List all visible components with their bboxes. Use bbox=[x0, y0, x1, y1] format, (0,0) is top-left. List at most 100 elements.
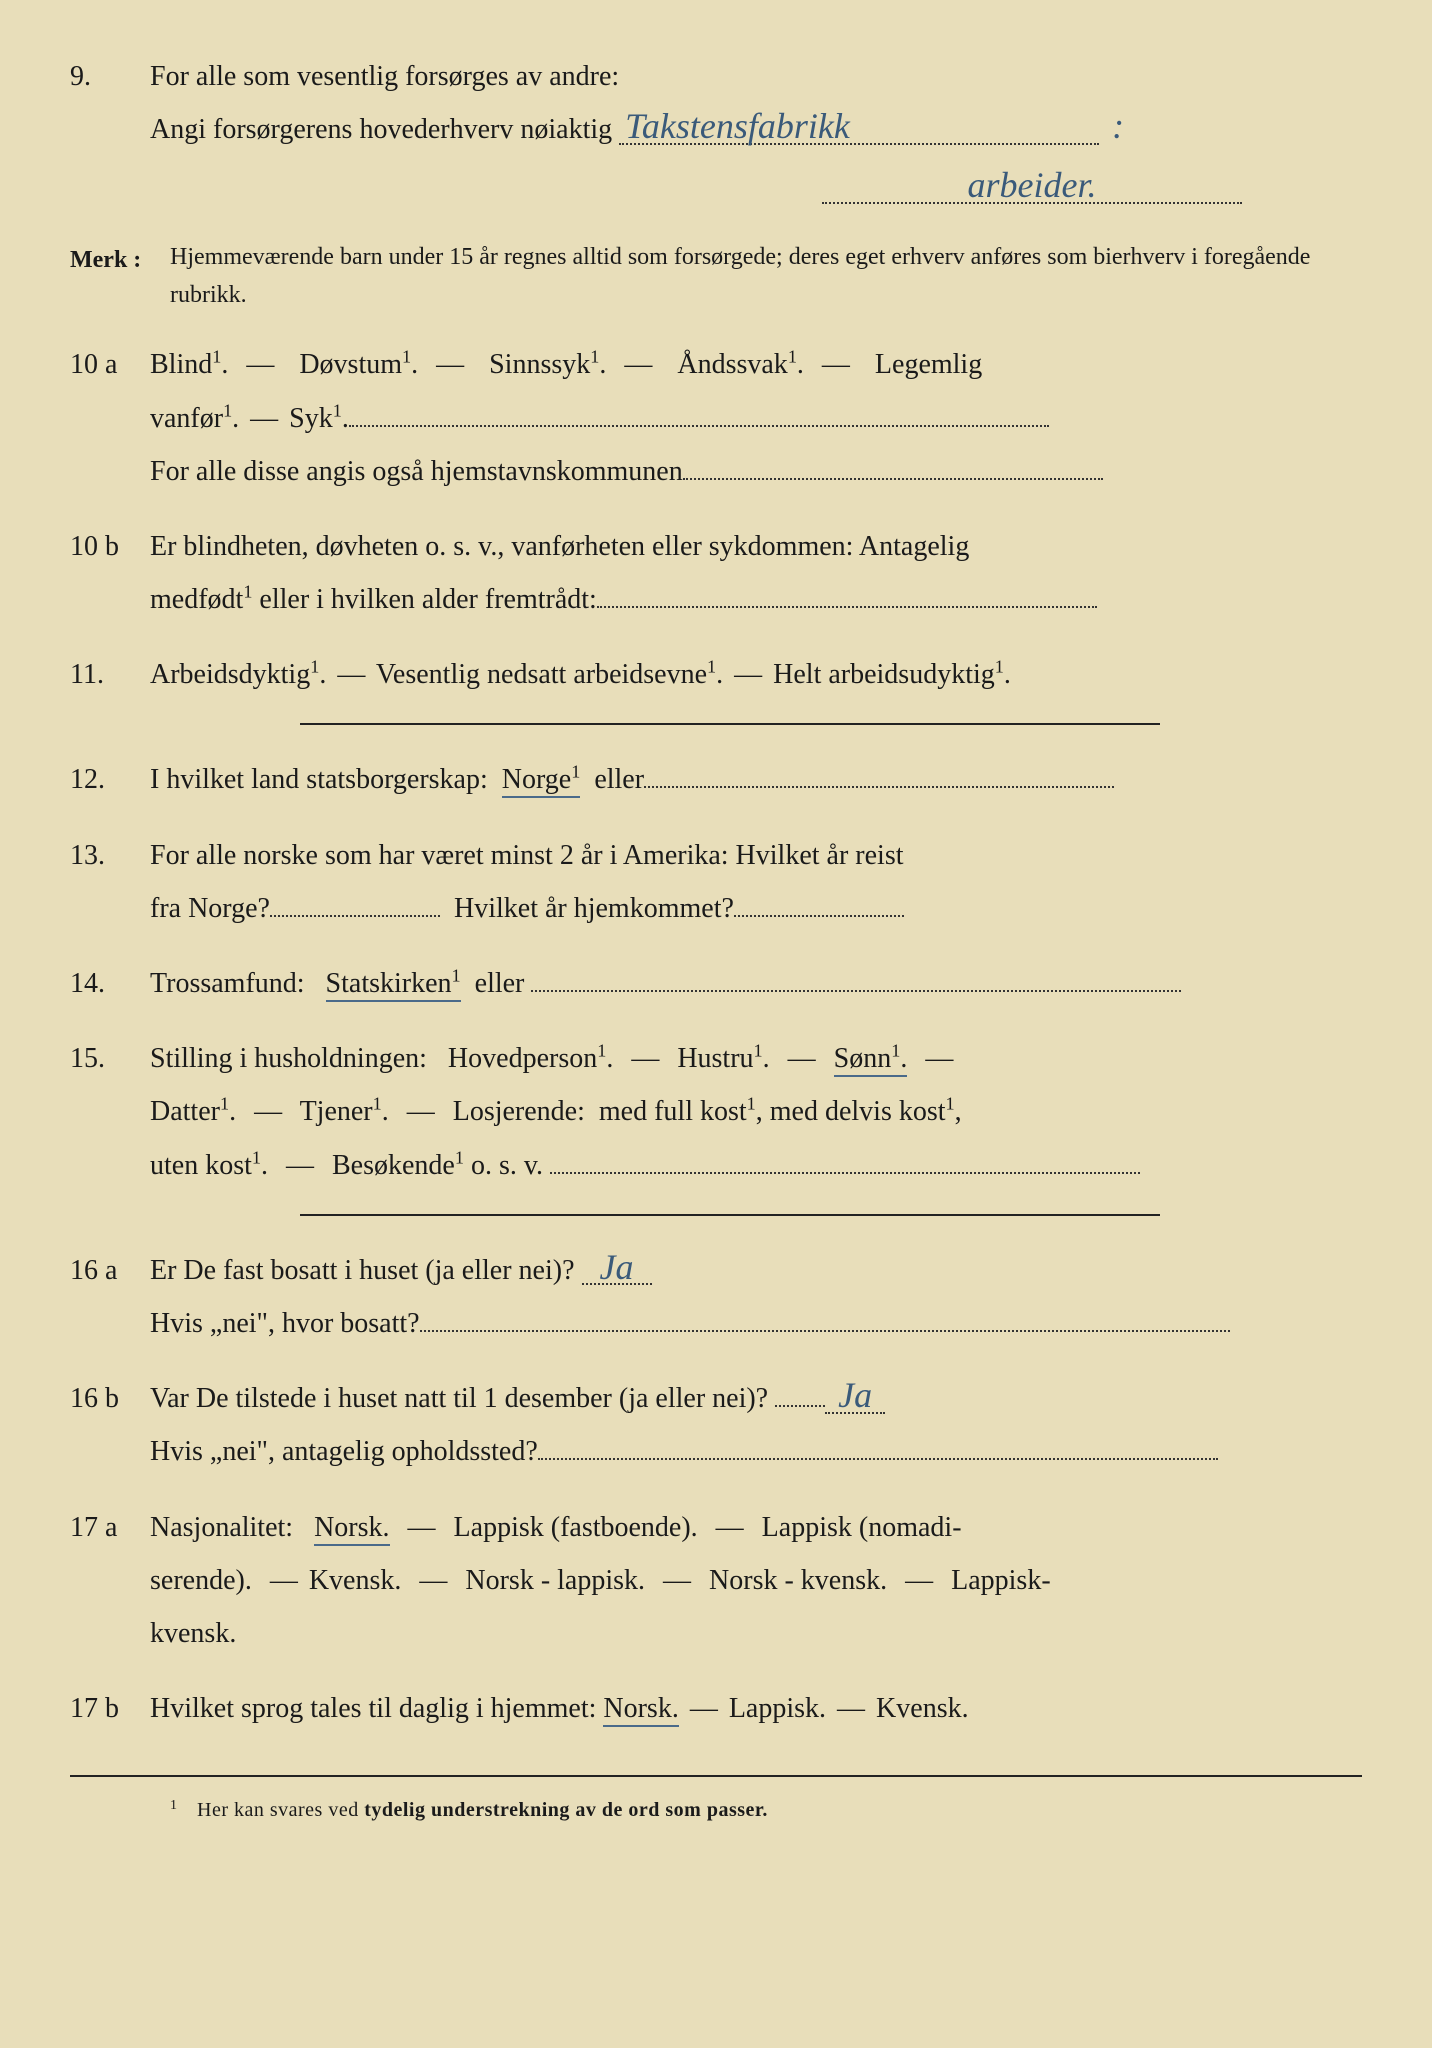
sup: 1 bbox=[252, 1147, 261, 1167]
sup: 1 bbox=[243, 582, 252, 602]
q16b-line1: Var De tilstede i huset natt til 1 desem… bbox=[150, 1372, 1362, 1425]
q17b-o1-underlined: Norsk. bbox=[603, 1693, 678, 1727]
q13-line1: For alle norske som har været minst 2 år… bbox=[150, 829, 1362, 882]
q10a-line2: vanfør1. — Syk1. bbox=[150, 392, 1362, 445]
q15-opt5: Tjener bbox=[300, 1096, 373, 1127]
dash: — bbox=[286, 1150, 314, 1181]
q17a-o7: Lappisk- bbox=[951, 1565, 1051, 1596]
q14-text: Trossamfund: bbox=[150, 968, 305, 999]
q16a-text: Er De fast bosatt i huset (ja eller nei)… bbox=[150, 1255, 575, 1286]
q13-fra: fra Norge? bbox=[150, 893, 270, 924]
q17a-line1: Nasjonalitet: Norsk. — Lappisk (fastboen… bbox=[150, 1501, 1362, 1554]
q13-hjem: Hvilket år hjemkommet? bbox=[454, 893, 734, 924]
q10a-opt1: Blind bbox=[150, 349, 212, 380]
q10a-vanfor: vanfør bbox=[150, 403, 223, 434]
dash: — bbox=[408, 1512, 436, 1543]
q16b-line2-text: Hvis „nei", antagelig opholdssted? bbox=[150, 1436, 538, 1467]
q16a-line1: Er De fast bosatt i huset (ja eller nei)… bbox=[150, 1244, 1362, 1297]
q15-osv: o. s. v. bbox=[471, 1150, 543, 1181]
q16b-number: 16 b bbox=[70, 1372, 150, 1478]
question-9: 9. For alle som vesentlig forsørges av a… bbox=[70, 50, 1362, 216]
q15-opt3: Sønn bbox=[834, 1043, 892, 1074]
merk-text: Hjemmeværende barn under 15 år regnes al… bbox=[170, 238, 1362, 315]
q17a-o1-underlined: Norsk. bbox=[314, 1512, 389, 1546]
q12-opt: Norge bbox=[502, 764, 571, 795]
fill bbox=[420, 1330, 1230, 1332]
q10a-content: Blind1. — Døvstum1. — Sinnssyk1. — Åndss… bbox=[150, 338, 1362, 498]
fill bbox=[683, 478, 1103, 480]
q15-text: Stilling i husholdningen: bbox=[150, 1043, 427, 1074]
sup: 1 bbox=[946, 1094, 955, 1114]
q15-opt6: Besøkende bbox=[332, 1150, 455, 1181]
dash: — bbox=[905, 1565, 933, 1596]
question-11: 11. Arbeidsdyktig1. — Vesentlig nedsatt … bbox=[70, 648, 1362, 701]
q10a-opt4: Åndssvak bbox=[677, 349, 787, 380]
sup: 1 bbox=[747, 1094, 756, 1114]
q17a-o3: Lappisk (nomadi- bbox=[762, 1512, 962, 1543]
q9-handwritten-1: Takstensfabrikk bbox=[619, 110, 1099, 144]
q10a-line3-text: For alle disse angis også hjemstavnskomm… bbox=[150, 456, 683, 487]
dash: — bbox=[250, 403, 278, 434]
section-divider-1 bbox=[300, 723, 1160, 725]
q13-content: For alle norske som har været minst 2 år… bbox=[150, 829, 1362, 935]
q15-opt4: Datter bbox=[150, 1096, 220, 1127]
q14-number: 14. bbox=[70, 957, 150, 1010]
merk-note: Merk : Hjemmeværende barn under 15 år re… bbox=[70, 238, 1362, 315]
q15-line1: Stilling i husholdningen: Hovedperson1. … bbox=[150, 1032, 1362, 1085]
q15-k1: med full kost bbox=[599, 1096, 747, 1127]
q16b-text: Var De tilstede i huset natt til 1 desem… bbox=[150, 1383, 768, 1414]
q17b-o2: Lappisk. bbox=[729, 1693, 826, 1724]
question-17b: 17 b Hvilket sprog tales til daglig i hj… bbox=[70, 1682, 1362, 1735]
fill bbox=[531, 990, 1181, 992]
q10b-content: Er blindheten, døvheten o. s. v., vanfør… bbox=[150, 520, 1362, 626]
q17b-text: Hvilket sprog tales til daglig i hjemmet… bbox=[150, 1693, 596, 1724]
dash: — bbox=[788, 1043, 816, 1074]
q12-opt-underlined: Norge1 bbox=[502, 764, 581, 798]
sup: 1 bbox=[455, 1147, 464, 1167]
sup: 1 bbox=[597, 1041, 606, 1061]
q17a-o6: Norsk - kvensk. bbox=[709, 1565, 887, 1596]
q9-line1: For alle som vesentlig forsørges av andr… bbox=[150, 50, 1362, 103]
q17b-number: 17 b bbox=[70, 1682, 150, 1735]
q14-opt-underlined: Statskirken1 bbox=[326, 968, 461, 1002]
q17b-content: Hvilket sprog tales til daglig i hjemmet… bbox=[150, 1682, 1362, 1735]
dash: — bbox=[337, 659, 365, 690]
fill bbox=[550, 1172, 1140, 1174]
q15-opt2: Hustru bbox=[677, 1043, 753, 1074]
q9-content: For alle som vesentlig forsørges av andr… bbox=[150, 50, 1362, 216]
dash: — bbox=[419, 1565, 447, 1596]
q16a-line2: Hvis „nei", hvor bosatt? bbox=[150, 1297, 1362, 1350]
q10a-line1: Blind1. — Døvstum1. — Sinnssyk1. — Åndss… bbox=[150, 338, 1362, 391]
q15-line2: Datter1. — Tjener1. — Losjerende: med fu… bbox=[150, 1085, 1362, 1138]
sup: 1 bbox=[590, 347, 599, 367]
q10b-medfodt: medfødt bbox=[150, 584, 243, 615]
fill bbox=[734, 915, 904, 917]
q12-or: eller bbox=[594, 764, 644, 795]
q17a-line3: kvensk. bbox=[150, 1607, 1362, 1660]
q10b-rest: eller i hvilken alder fremtrådt: bbox=[259, 584, 596, 615]
question-16b: 16 b Var De tilstede i huset natt til 1 … bbox=[70, 1372, 1362, 1478]
sup: 1 bbox=[452, 966, 461, 986]
q10a-opt5: Legemlig bbox=[875, 349, 982, 380]
q11-opt3: Helt arbeidsudyktig bbox=[773, 659, 995, 690]
sup: 1 bbox=[995, 657, 1004, 677]
dash: — bbox=[436, 349, 464, 380]
q9-number: 9. bbox=[70, 50, 150, 216]
q16a-line2-text: Hvis „nei", hvor bosatt? bbox=[150, 1308, 420, 1339]
dash: — bbox=[837, 1693, 865, 1724]
question-17a: 17 a Nasjonalitet: Norsk. — Lappisk (fas… bbox=[70, 1501, 1362, 1661]
q10b-number: 10 b bbox=[70, 520, 150, 626]
q14-content: Trossamfund: Statskirken1 eller bbox=[150, 957, 1362, 1010]
dash: — bbox=[716, 1512, 744, 1543]
q15-losj: Losjerende: bbox=[453, 1096, 585, 1127]
question-15: 15. Stilling i husholdningen: Hovedperso… bbox=[70, 1032, 1362, 1192]
sup: 1 bbox=[788, 347, 797, 367]
q13-line2: fra Norge? Hvilket år hjemkommet? bbox=[150, 882, 1362, 935]
sup: 1 bbox=[220, 1094, 229, 1114]
question-13: 13. For alle norske som har været minst … bbox=[70, 829, 1362, 935]
dash: — bbox=[246, 349, 274, 380]
q15-opt3-underlined: Sønn1. bbox=[834, 1043, 908, 1077]
dash: — bbox=[624, 349, 652, 380]
q10a-opt2: Døvstum bbox=[299, 349, 402, 380]
section-divider-2 bbox=[300, 1214, 1160, 1216]
